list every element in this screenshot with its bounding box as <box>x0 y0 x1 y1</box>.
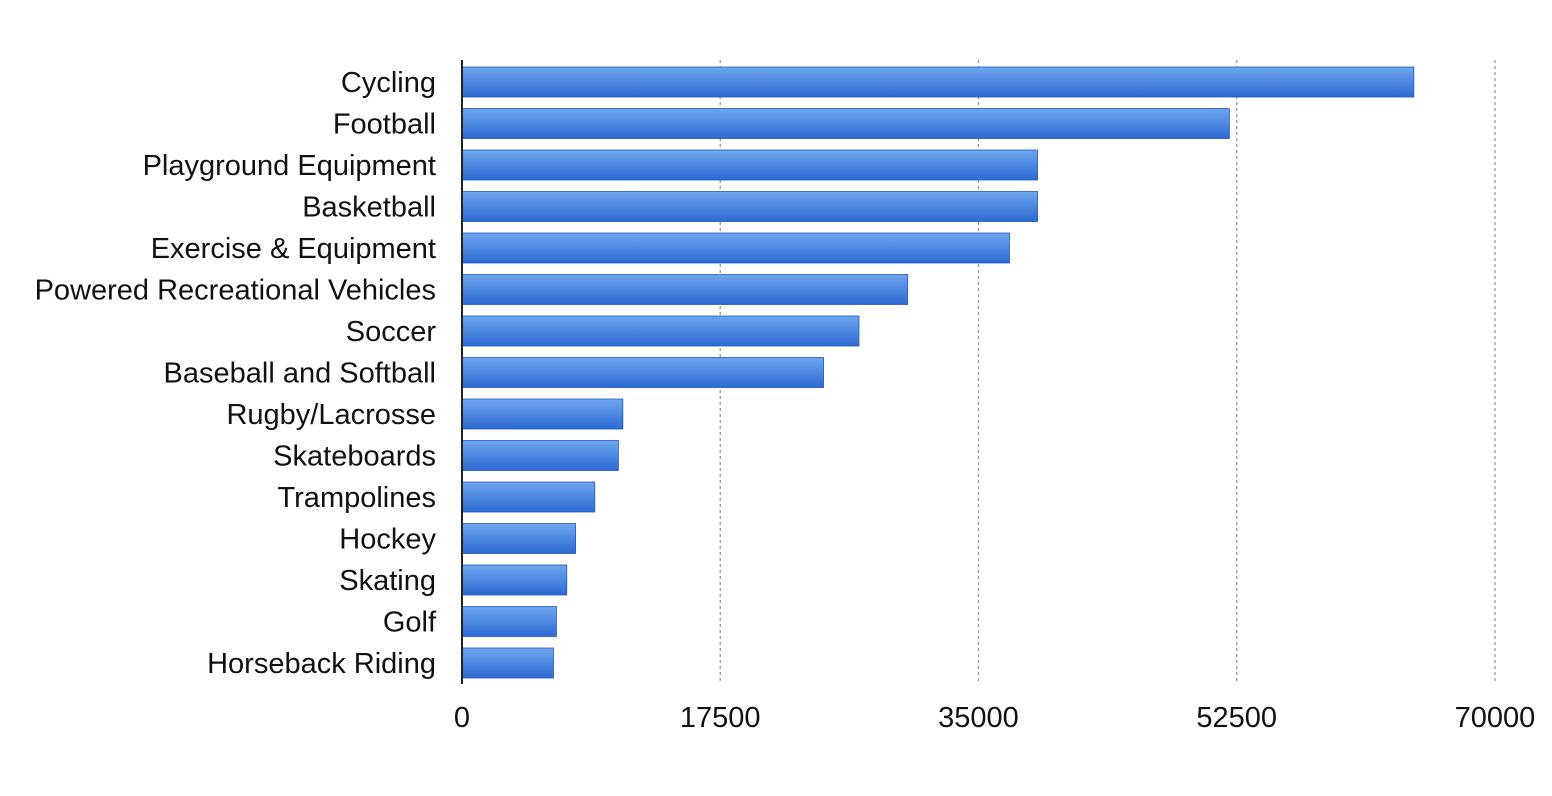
bar-skating <box>461 564 568 596</box>
bar-exercise-equipment <box>461 232 1010 264</box>
bar-playground-equipment <box>461 149 1038 181</box>
bar-horseback-riding <box>461 647 554 679</box>
bar-hockey <box>461 523 577 554</box>
category-label-skating: Skating <box>339 565 436 597</box>
x-tick-label-0: 0 <box>454 702 470 734</box>
x-tick-label-52500: 52500 <box>1196 702 1277 734</box>
bar-baseball-and-softball <box>461 357 824 388</box>
x-tick-label-35000: 35000 <box>938 702 1019 734</box>
bar-powered-recreational-vehicles <box>461 274 909 305</box>
category-label-football: Football <box>333 109 436 141</box>
category-label-hockey: Hockey <box>339 524 436 556</box>
category-label-exercise-equipment: Exercise & Equipment <box>151 233 436 265</box>
category-label-basketball: Basketball <box>302 192 436 224</box>
category-label-soccer: Soccer <box>346 316 437 348</box>
bar-soccer <box>461 315 860 347</box>
category-labels: Cycling Football Playground Equipment Baske… <box>35 67 437 680</box>
bar-trampolines <box>461 481 596 513</box>
category-label-baseball-and-softball: Baseball and Softball <box>164 358 436 390</box>
category-label-golf: Golf <box>383 607 437 639</box>
bar-golf <box>461 606 557 637</box>
category-label-rugby-lacrosse: Rugby/Lacrosse <box>226 399 436 431</box>
bars <box>461 66 1415 679</box>
category-label-playground-equipment: Playground Equipment <box>143 150 436 182</box>
bar-football <box>461 108 1230 139</box>
bar-cycling <box>461 66 1415 98</box>
category-label-cycling: Cycling <box>341 67 436 99</box>
x-tick-label-17500: 17500 <box>680 702 761 734</box>
bar-skateboards <box>461 440 619 471</box>
bar-rugby-lacrosse <box>461 398 624 430</box>
x-tick-labels: 0 17500 35000 52500 70000 <box>454 702 1535 734</box>
bar-basketball <box>461 191 1038 222</box>
x-tick-label-70000: 70000 <box>1455 702 1536 734</box>
category-label-trampolines: Trampolines <box>278 482 436 514</box>
category-label-horseback-riding: Horseback Riding <box>207 648 436 680</box>
category-label-skateboards: Skateboards <box>273 441 436 473</box>
category-label-powered-recreational-vehicles: Powered Recreational Vehicles <box>35 275 436 307</box>
